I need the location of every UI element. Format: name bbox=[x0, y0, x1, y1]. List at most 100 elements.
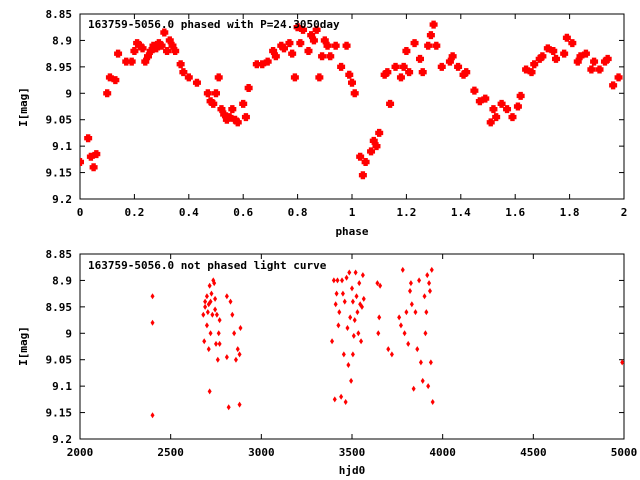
y-tick-label: 8.95 bbox=[46, 61, 73, 74]
data-point bbox=[359, 338, 364, 345]
data-point bbox=[179, 68, 188, 77]
data-point bbox=[84, 134, 93, 143]
data-point bbox=[562, 33, 571, 42]
x-tick-label: 1.8 bbox=[560, 206, 580, 219]
x-tick-label: 0.6 bbox=[233, 206, 253, 219]
x-tick-labels: 0 0.2 0.4 0.6 0.8 1 1.2 1.4 1.6 1.8 2 bbox=[77, 206, 628, 219]
data-point bbox=[290, 73, 299, 82]
data-point bbox=[405, 68, 414, 77]
data-point bbox=[486, 118, 495, 127]
y-tick-label: 9.2 bbox=[52, 433, 72, 446]
data-point bbox=[345, 325, 350, 331]
data-points bbox=[150, 266, 624, 419]
x-tick-label: 1.4 bbox=[451, 206, 471, 219]
data-point bbox=[203, 298, 208, 305]
data-point bbox=[315, 73, 324, 82]
data-point bbox=[209, 99, 218, 108]
y-tick-label: 9.2 bbox=[52, 193, 72, 206]
data-point bbox=[361, 295, 366, 302]
data-point bbox=[217, 340, 222, 347]
data-point bbox=[595, 65, 604, 74]
y-tick-label: 9.05 bbox=[46, 114, 73, 127]
data-point bbox=[201, 311, 206, 318]
data-point bbox=[344, 274, 349, 281]
phased-light-curve-panel: 0 0.2 0.4 0.6 0.8 1 1.2 1.4 1.6 1.8 2 8.85 8.9 8.95 9… bbox=[17, 8, 627, 238]
data-point bbox=[92, 150, 101, 159]
data-point bbox=[213, 306, 218, 313]
data-point bbox=[288, 49, 297, 58]
data-point bbox=[410, 39, 419, 48]
data-point bbox=[230, 311, 235, 318]
data-point bbox=[331, 277, 336, 284]
data-point bbox=[331, 41, 340, 50]
x-axis-label: hjd0 bbox=[339, 464, 366, 477]
data-point bbox=[238, 325, 243, 331]
data-point bbox=[377, 314, 382, 321]
data-point bbox=[400, 266, 405, 273]
data-point bbox=[335, 277, 340, 284]
data-point bbox=[432, 41, 441, 50]
data-point bbox=[202, 338, 207, 345]
data-point bbox=[462, 68, 471, 77]
data-point bbox=[424, 41, 433, 50]
y-tick-label: 9.15 bbox=[46, 407, 73, 420]
data-point bbox=[397, 314, 402, 321]
x-tick-label: 2 bbox=[621, 206, 628, 219]
data-point bbox=[341, 351, 346, 358]
data-point bbox=[103, 89, 112, 98]
data-point bbox=[391, 62, 400, 71]
data-point bbox=[383, 68, 392, 77]
data-point bbox=[350, 89, 359, 98]
data-point bbox=[549, 47, 558, 55]
data-point bbox=[427, 288, 432, 294]
data-point bbox=[587, 65, 596, 74]
y-tick-marks bbox=[80, 13, 624, 200]
data-point bbox=[429, 266, 434, 273]
x-tick-label: 3500 bbox=[339, 446, 366, 459]
data-point bbox=[430, 399, 435, 405]
data-point bbox=[212, 280, 217, 287]
data-point bbox=[389, 351, 394, 358]
data-point bbox=[418, 359, 423, 366]
data-point bbox=[508, 113, 517, 122]
y-tick-label: 9.05 bbox=[46, 354, 73, 367]
data-point bbox=[609, 81, 618, 90]
data-point bbox=[157, 41, 166, 50]
data-point bbox=[271, 52, 280, 61]
data-point bbox=[204, 293, 209, 300]
data-point bbox=[530, 60, 539, 69]
data-point bbox=[378, 282, 383, 289]
y-tick-label: 9 bbox=[65, 327, 72, 340]
data-point bbox=[228, 298, 233, 305]
x-tick-label: 1.2 bbox=[396, 206, 416, 219]
data-point bbox=[411, 385, 416, 392]
x-tick-label: 3000 bbox=[248, 446, 275, 459]
data-point bbox=[398, 322, 403, 329]
data-point bbox=[353, 269, 358, 276]
data-point bbox=[323, 41, 332, 50]
y-tick-labels: 8.85 8.9 8.95 9 9.05 9.1 9.15 9.2 bbox=[46, 8, 73, 206]
x-tick-label: 0 bbox=[77, 206, 84, 219]
data-point bbox=[210, 311, 215, 318]
data-point bbox=[426, 383, 431, 390]
data-point bbox=[326, 52, 335, 61]
y-tick-label: 8.9 bbox=[52, 34, 72, 47]
x-tick-marks bbox=[79, 14, 625, 199]
data-point bbox=[212, 89, 220, 98]
data-point bbox=[418, 68, 427, 77]
data-point bbox=[296, 39, 305, 48]
data-point bbox=[332, 396, 337, 403]
y-tick-label: 8.85 bbox=[46, 8, 73, 21]
data-point bbox=[150, 412, 155, 419]
data-point bbox=[299, 25, 308, 34]
x-tick-label: 1 bbox=[349, 206, 356, 219]
data-point bbox=[215, 356, 220, 363]
data-point bbox=[160, 28, 169, 37]
data-point bbox=[204, 322, 209, 329]
data-point bbox=[503, 105, 512, 114]
data-point bbox=[489, 105, 498, 114]
data-point bbox=[422, 293, 427, 300]
data-point bbox=[214, 340, 218, 347]
data-point bbox=[342, 298, 347, 305]
data-point bbox=[348, 78, 356, 87]
